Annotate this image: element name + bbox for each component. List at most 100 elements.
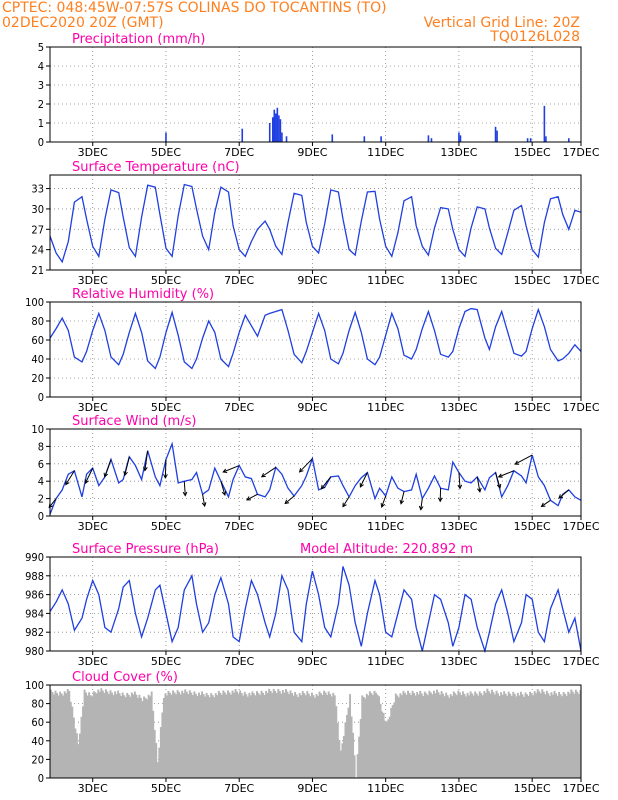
cloud-bar <box>211 695 214 778</box>
cloud-bar <box>422 695 425 778</box>
panel-0: Precipitation (mm/h) 0 1 2 3 4 5 3DEC 5DEC 7DEC 9D… <box>38 32 600 159</box>
precip-bar <box>285 136 288 142</box>
y-tick-label: 27 <box>31 223 44 236</box>
cloud-bar <box>399 693 402 778</box>
cloud-bar <box>252 693 255 778</box>
y-tick-label: 21 <box>31 264 44 277</box>
x-tick-label: 13DEC <box>440 520 477 533</box>
wind-arrow <box>498 470 515 478</box>
cloud-bar <box>129 696 132 778</box>
cloud-bar <box>460 694 463 778</box>
cloud-bar <box>251 691 254 778</box>
cloud-bar <box>449 694 452 778</box>
y-tick-label: 988 <box>25 570 44 583</box>
cloud-bar <box>233 692 236 778</box>
cloud-bar <box>318 691 321 778</box>
cloud-bar <box>306 691 309 778</box>
header-grid-note: Vertical Grid Line: 20Z <box>424 15 580 31</box>
cloud-bar <box>249 695 252 778</box>
cloud-bar <box>439 694 442 778</box>
panel-title: Relative Humidity (%) <box>72 287 214 302</box>
cloud-bar <box>376 694 379 778</box>
cloud-bar <box>255 691 258 778</box>
cloud-bar <box>492 692 495 778</box>
cloud-bar <box>519 691 522 778</box>
wind-arrow-head <box>103 472 109 478</box>
cloud-bar <box>72 717 75 778</box>
x-tick-label: 7DEC <box>224 520 254 533</box>
cloud-bar <box>149 696 152 778</box>
cloud-bar <box>361 695 364 778</box>
cloud-bar <box>272 688 275 778</box>
cloud-bar <box>266 692 269 778</box>
wind-arrow-head <box>497 473 503 478</box>
cloud-bar <box>341 743 344 778</box>
cloud-bar <box>512 691 515 778</box>
cloud-bar <box>498 695 501 778</box>
header-code: TQ0126L028 <box>489 29 580 45</box>
cloud-bar <box>143 696 146 778</box>
series-line <box>49 183 582 264</box>
cloud-bar <box>107 694 110 778</box>
wind-arrow <box>84 467 94 484</box>
cloud-bar <box>91 696 94 778</box>
cloud-bar <box>358 736 361 778</box>
cloud-bar <box>66 689 69 778</box>
wind-arrow <box>220 481 226 496</box>
cloud-bar <box>347 707 350 778</box>
cloud-bar <box>165 695 168 778</box>
y-tick-label: 4 <box>38 475 44 488</box>
cloud-bar <box>82 706 84 778</box>
cloud-bar <box>454 693 457 778</box>
x-tick-label: 9DEC <box>297 520 327 533</box>
wind-arrow <box>284 495 295 504</box>
cloud-bar <box>132 694 135 778</box>
cloud-bar <box>486 688 489 778</box>
panel-3: Surface Wind (m/s) 0 2 4 6 8 10 3DEC 5DEC 7DEC 9DE… <box>31 414 599 533</box>
precip-bar <box>363 136 366 142</box>
cloud-bar <box>468 695 471 778</box>
wind-arrow-head <box>123 471 128 477</box>
cloud-bar <box>329 693 332 778</box>
cloud-bar <box>223 692 226 778</box>
cloud-bar <box>196 696 199 778</box>
y-tick-label: 2 <box>38 493 44 506</box>
x-tick-label: 7DEC <box>224 274 254 287</box>
wind-arrow-head <box>540 502 546 507</box>
cloud-bar <box>561 696 564 778</box>
cloud-bar <box>291 693 294 778</box>
cloud-bar <box>257 693 260 778</box>
wind-arrow <box>321 476 332 490</box>
panel-frame <box>49 174 582 271</box>
wind-arrow <box>104 459 112 477</box>
cloud-bar <box>426 695 429 778</box>
wind-arrow-head <box>298 467 304 473</box>
cloud-bar <box>555 693 557 778</box>
panel-frame <box>49 301 582 398</box>
cloud-bar <box>213 697 216 778</box>
series-line <box>49 566 582 654</box>
wind-arrow-head <box>182 491 188 497</box>
x-tick-label: 3DEC <box>78 274 108 287</box>
cloud-bar <box>234 689 237 778</box>
cloud-bar <box>526 694 528 778</box>
cloud-bar <box>506 695 509 778</box>
cloud-bar <box>173 692 176 778</box>
cloud-bar <box>567 691 570 778</box>
cloud-bar <box>359 719 362 778</box>
y-tick-label: 33 <box>31 183 44 196</box>
y-tick-label: 10 <box>31 423 44 436</box>
cloud-bar <box>541 689 544 778</box>
y-tick-label: 982 <box>25 626 44 639</box>
cloud-bar <box>201 691 203 778</box>
cloud-bar <box>57 695 60 778</box>
y-tick-label: 20 <box>31 372 44 385</box>
cloud-bar <box>513 693 516 778</box>
cloud-bar <box>190 692 193 778</box>
x-tick-label: 11DEC <box>367 401 404 414</box>
cloud-bar <box>100 688 103 778</box>
cloud-bar <box>56 693 59 778</box>
wind-arrow <box>359 472 368 488</box>
cloud-bar <box>532 695 535 778</box>
cloud-bar <box>478 691 481 778</box>
